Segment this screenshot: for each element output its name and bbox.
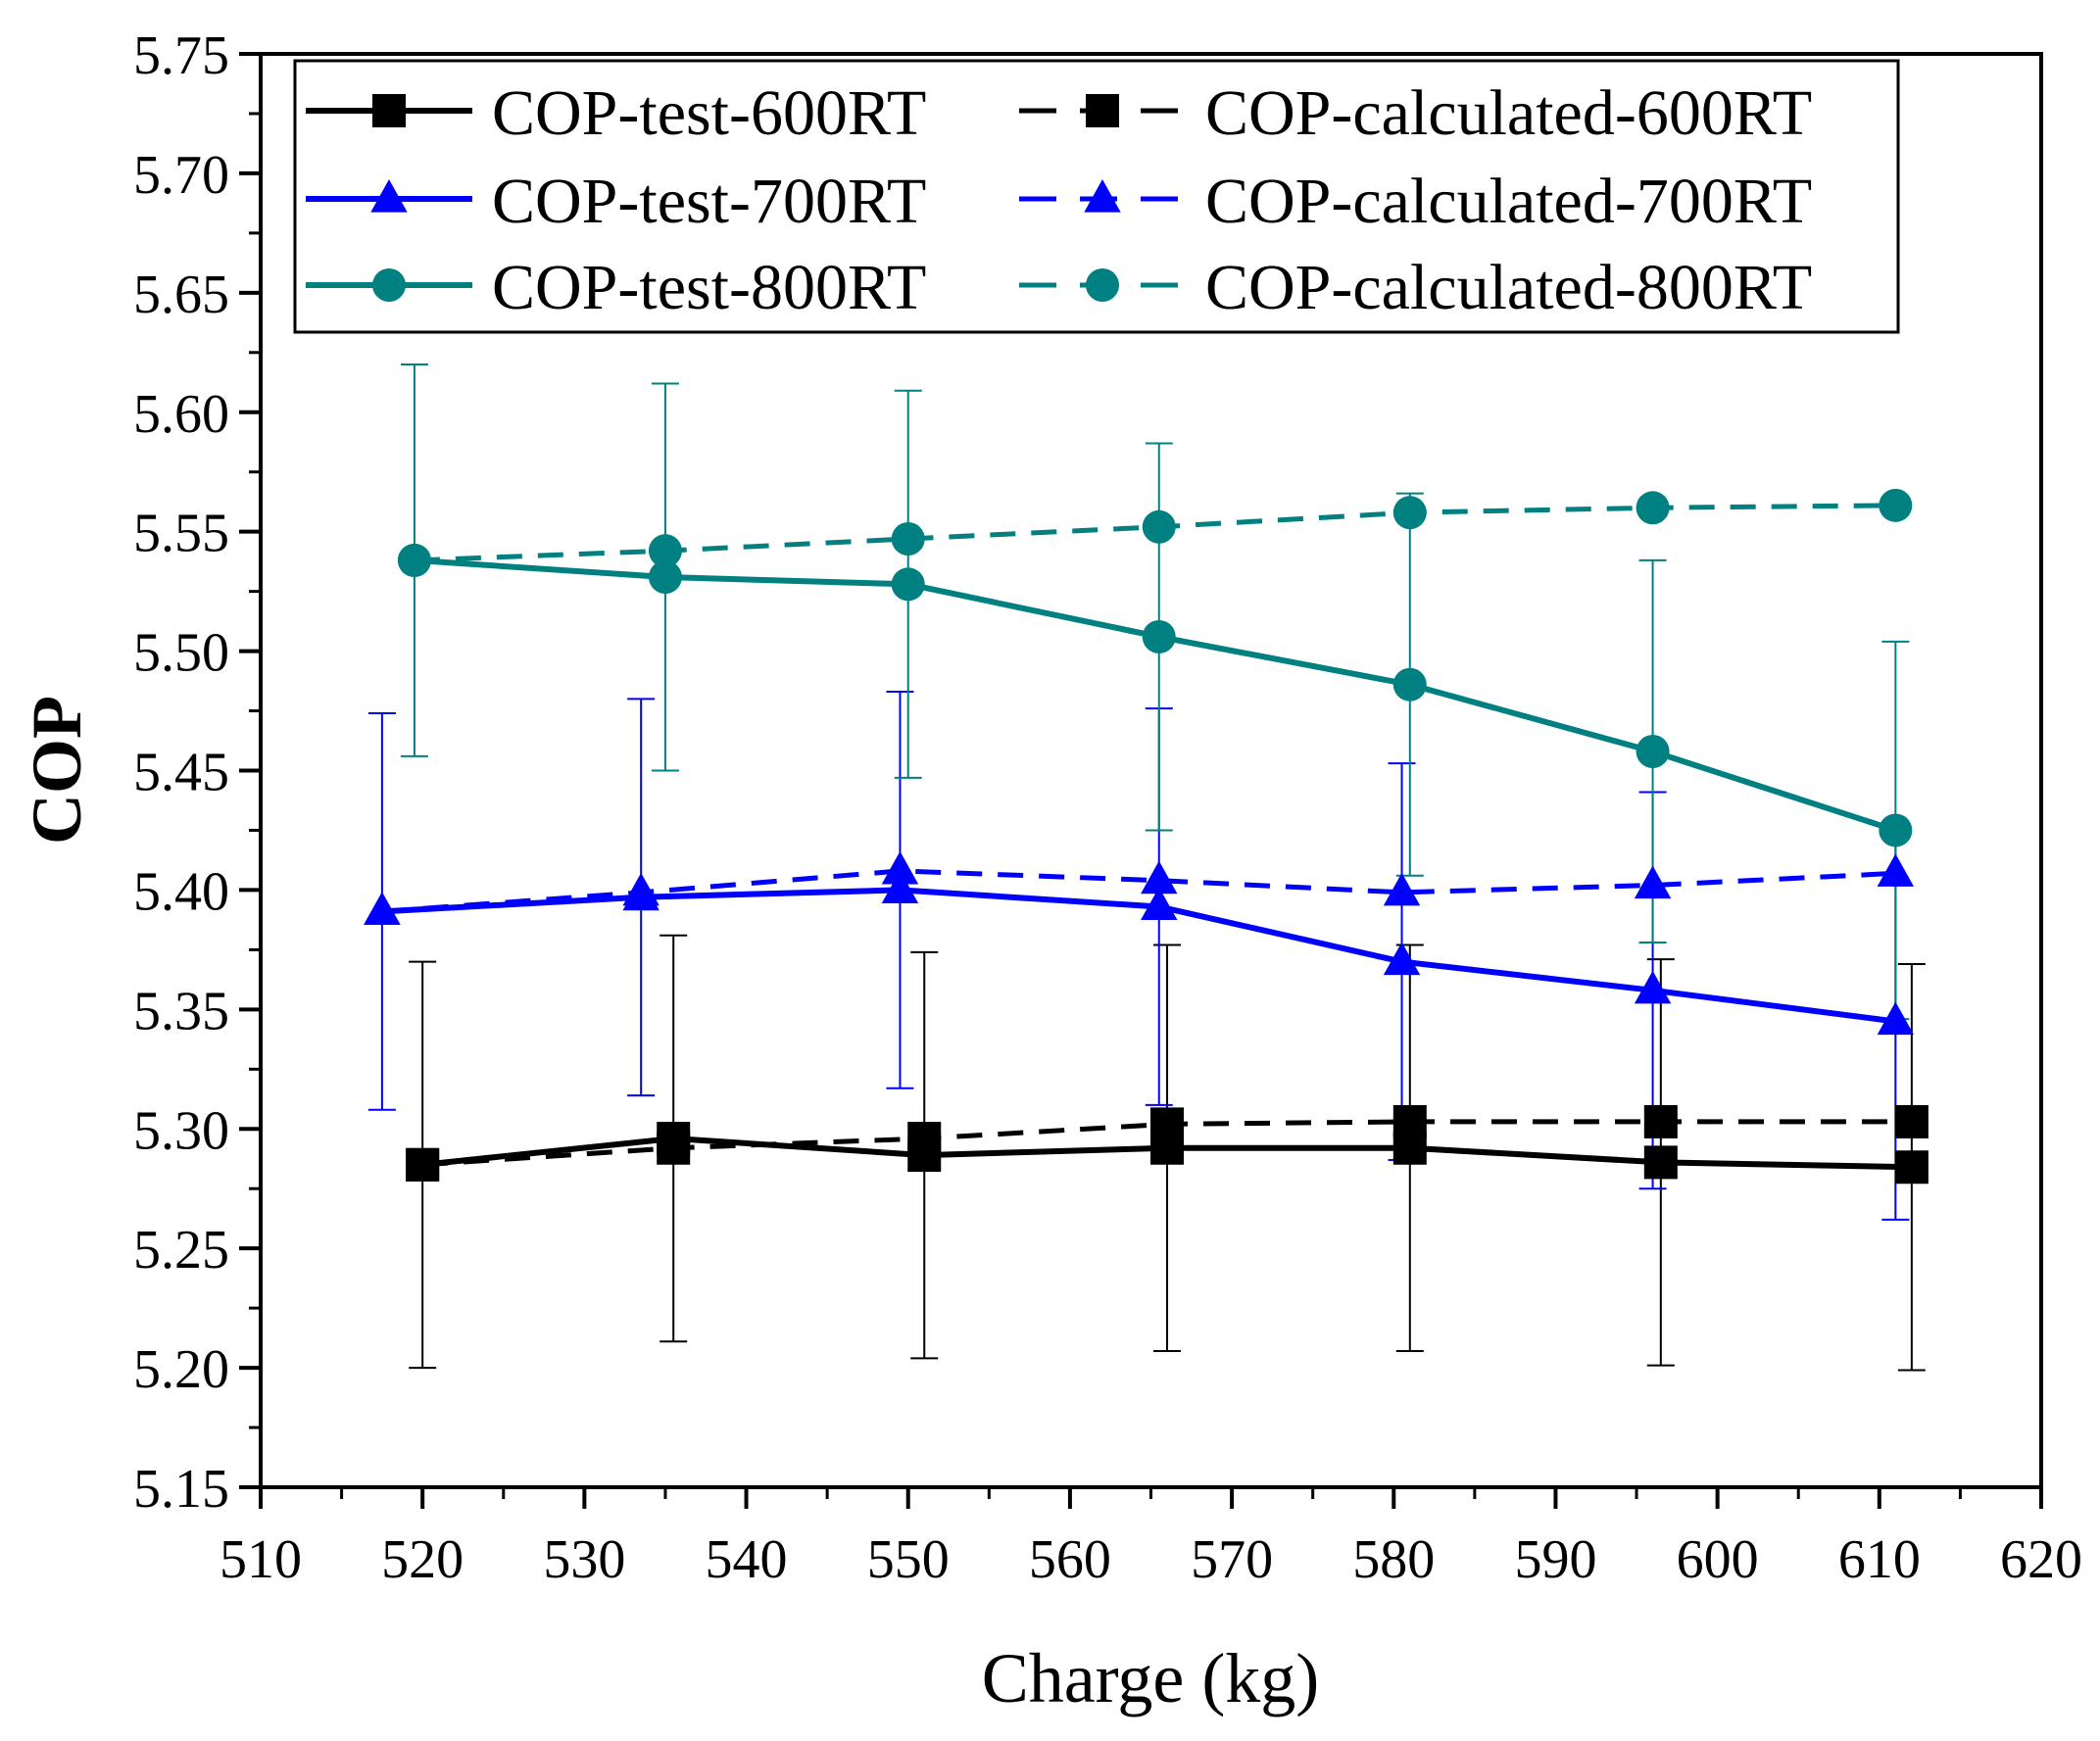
legend-label-cop-calculated-600rt: COP-calculated-600RT bbox=[1205, 77, 1812, 149]
x-tick-label: 610 bbox=[1838, 1529, 1921, 1590]
cop-test-800rt-point bbox=[891, 567, 925, 602]
cop-test-800rt-point bbox=[648, 559, 682, 594]
legend-entry-cop-calculated-700rt: COP-calculated-700RT bbox=[1019, 166, 1812, 237]
y-axis-title: COP bbox=[18, 696, 96, 845]
cop-calculated-700rt-point bbox=[881, 850, 919, 885]
legend-entry-cop-test-700rt: COP-test-700RT bbox=[306, 166, 926, 237]
legend-label-cop-test-600rt: COP-test-600RT bbox=[492, 77, 926, 149]
cop-calculated-600rt-point bbox=[1150, 1107, 1185, 1141]
cop-test-600rt-point bbox=[1643, 1145, 1678, 1180]
legend-marker-cop-test-700rt bbox=[370, 178, 408, 213]
legend: COP-test-600RT COP-calculated-600RT COP-te… bbox=[293, 59, 1900, 334]
cop-test-800rt-point bbox=[1392, 667, 1427, 701]
cop-calculated-700rt-point bbox=[1383, 872, 1421, 906]
y-tick-label: 5.20 bbox=[133, 1339, 229, 1400]
cop-test-700rt-point bbox=[1383, 942, 1421, 976]
cop-calculated-600rt-point bbox=[907, 1122, 942, 1156]
legend-marker-cop-test-600rt bbox=[372, 94, 406, 127]
y-tick-label: 5.50 bbox=[133, 623, 229, 684]
y-tick-label: 5.45 bbox=[133, 743, 229, 803]
legend-marker-cop-calculated-700rt bbox=[1084, 178, 1121, 213]
x-tick-label: 540 bbox=[706, 1529, 788, 1590]
y-tick-label: 5.60 bbox=[133, 384, 229, 445]
legend-marker-cop-calculated-800rt bbox=[1086, 268, 1119, 302]
cop-calculated-700rt-point bbox=[364, 892, 401, 925]
legend-marker-cop-test-800rt bbox=[372, 268, 406, 302]
y-tick-label: 5.65 bbox=[133, 265, 229, 325]
axes-layer: 510 520 530 540 550 560 570 580 590 600 610 620 5.15… bbox=[133, 25, 2082, 1590]
y-tick-label: 5.30 bbox=[133, 1100, 229, 1161]
cop-test-700rt-point bbox=[1141, 887, 1178, 921]
x-tick-label: 580 bbox=[1352, 1529, 1435, 1590]
y-tick-label: 5.40 bbox=[133, 861, 229, 922]
legend-label-cop-test-700rt: COP-test-700RT bbox=[492, 166, 926, 237]
legend-label-cop-test-800rt: COP-test-800RT bbox=[492, 252, 926, 323]
legend-label-cop-calculated-700rt: COP-calculated-700RT bbox=[1205, 166, 1812, 237]
cop-calculated-700rt-point bbox=[1634, 865, 1672, 899]
cop-calculated-800rt-point bbox=[1879, 488, 1913, 522]
cop-calculated-800rt-point bbox=[1636, 491, 1670, 525]
cop-calculated-800rt-point bbox=[1392, 496, 1427, 530]
legend-entry-cop-test-800rt: COP-test-800RT bbox=[306, 252, 926, 323]
legend-entry-cop-calculated-600rt: COP-calculated-600RT bbox=[1019, 77, 1812, 149]
x-axis-title: Charge (kg) bbox=[982, 1639, 1320, 1717]
cop-test-700rt-point bbox=[1877, 1001, 1915, 1036]
series-lines-layer bbox=[381, 503, 1912, 1171]
x-tick-label: 550 bbox=[867, 1529, 950, 1590]
x-tick-label: 590 bbox=[1514, 1529, 1596, 1590]
cop-test-700rt-point bbox=[881, 870, 919, 903]
legend-label-cop-calculated-800rt: COP-calculated-800RT bbox=[1205, 252, 1812, 323]
x-tick-label: 570 bbox=[1191, 1529, 1273, 1590]
legend-entry-cop-calculated-800rt: COP-calculated-800RT bbox=[1019, 252, 1812, 323]
cop-calculated-700rt-point bbox=[1877, 853, 1915, 887]
x-tick-label: 510 bbox=[220, 1529, 302, 1590]
cop-calculated-800rt-point bbox=[1142, 509, 1176, 544]
x-tick-label: 520 bbox=[381, 1529, 464, 1590]
cop-test-800rt-line bbox=[414, 556, 1897, 834]
y-tick-label: 5.25 bbox=[133, 1220, 229, 1281]
error-bars-layer bbox=[367, 363, 1926, 1372]
cop-test-800rt-point bbox=[1636, 734, 1670, 768]
cop-test-800rt-point bbox=[1879, 813, 1913, 847]
y-tick-label: 5.75 bbox=[133, 25, 229, 86]
cop-calculated-600rt-point bbox=[657, 1131, 691, 1165]
cop-calculated-800rt-point bbox=[891, 521, 925, 556]
cop-test-600rt-point bbox=[1894, 1150, 1929, 1185]
x-tick-label: 620 bbox=[2000, 1529, 2082, 1590]
y-tick-label: 5.15 bbox=[133, 1459, 229, 1520]
cop-calculated-600rt-point bbox=[406, 1147, 440, 1182]
cop-calculated-800rt-point bbox=[648, 534, 682, 568]
cop-calculated-700rt-point bbox=[622, 872, 659, 906]
x-tick-label: 530 bbox=[543, 1529, 625, 1590]
cop-calculated-700rt-point bbox=[1141, 860, 1178, 895]
legend-marker-cop-calculated-600rt bbox=[1086, 94, 1119, 127]
y-tick-label: 5.35 bbox=[133, 981, 229, 1041]
y-tick-label: 5.70 bbox=[133, 145, 229, 206]
cop-test-800rt-point bbox=[1142, 619, 1176, 653]
cop-calculated-800rt-point bbox=[397, 543, 431, 577]
cop-calculated-600rt-point bbox=[1392, 1104, 1427, 1138]
cop-calculated-600rt-point bbox=[1894, 1104, 1929, 1138]
cop-test-700rt-point bbox=[1634, 970, 1672, 1004]
x-tick-label: 560 bbox=[1029, 1529, 1111, 1590]
legend-entry-cop-test-600rt: COP-test-600RT bbox=[306, 77, 926, 149]
x-tick-label: 600 bbox=[1677, 1529, 1759, 1590]
cop-calculated-600rt-point bbox=[1643, 1104, 1678, 1138]
y-tick-label: 5.55 bbox=[133, 504, 229, 564]
series-markers-layer bbox=[364, 488, 1929, 1185]
